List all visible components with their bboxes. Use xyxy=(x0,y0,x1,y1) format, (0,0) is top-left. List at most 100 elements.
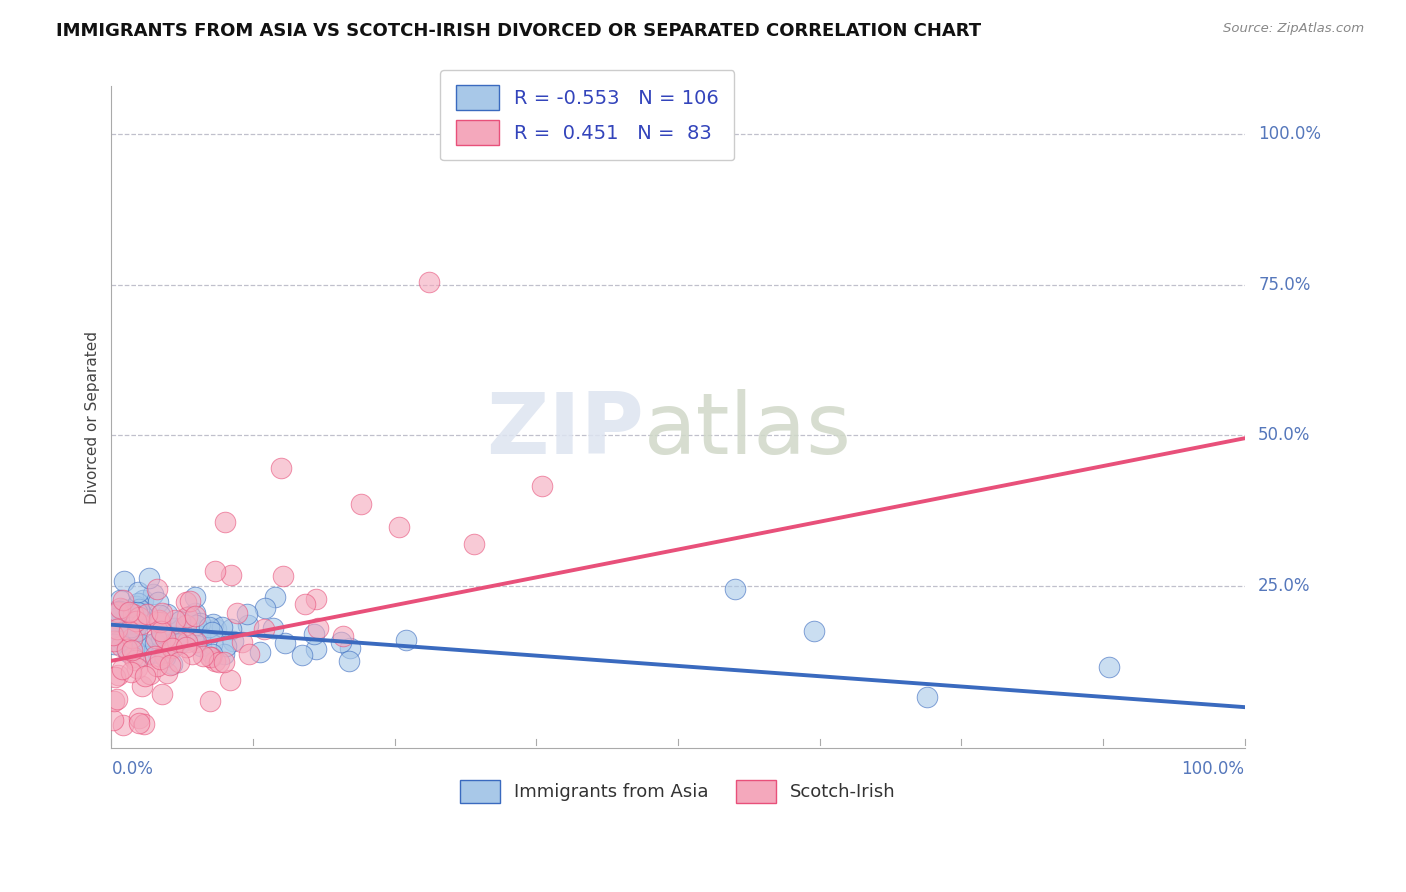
Point xyxy=(291,648,314,663)
Point xyxy=(249,644,271,658)
Point xyxy=(186,617,208,632)
Point xyxy=(120,620,142,634)
Point xyxy=(105,607,128,621)
Point xyxy=(108,600,131,615)
Point xyxy=(124,652,146,666)
Point xyxy=(463,536,485,550)
Point xyxy=(263,590,285,604)
Point xyxy=(122,607,145,622)
Point xyxy=(803,624,825,638)
Point xyxy=(200,650,222,665)
Point xyxy=(329,635,352,649)
Point xyxy=(395,632,418,647)
Text: 100.0%: 100.0% xyxy=(1258,126,1322,144)
Point xyxy=(179,593,201,607)
Point xyxy=(118,624,141,638)
Point xyxy=(307,621,329,635)
Point xyxy=(131,679,153,693)
Point xyxy=(122,615,145,630)
Point xyxy=(127,596,149,610)
Point xyxy=(125,605,148,619)
Point xyxy=(107,605,129,619)
Point xyxy=(143,635,166,649)
Point xyxy=(148,613,170,627)
Point xyxy=(124,627,146,641)
Point xyxy=(107,605,129,619)
Point xyxy=(191,649,214,664)
Point xyxy=(155,632,177,646)
Point xyxy=(145,631,167,645)
Text: 0.0%: 0.0% xyxy=(111,760,153,778)
Point xyxy=(125,619,148,633)
Point xyxy=(115,640,138,655)
Point xyxy=(104,670,127,684)
Point xyxy=(160,641,183,656)
Point xyxy=(121,637,143,651)
Point xyxy=(204,654,226,668)
Point xyxy=(136,607,159,621)
Point xyxy=(132,593,155,607)
Point xyxy=(125,624,148,638)
Point xyxy=(305,642,328,657)
Point xyxy=(201,647,224,661)
Point xyxy=(253,600,276,615)
Point xyxy=(134,649,156,664)
Point xyxy=(150,631,173,645)
Point xyxy=(208,655,231,669)
Point xyxy=(184,590,207,604)
Point xyxy=(1098,660,1121,674)
Point xyxy=(114,613,136,627)
Point xyxy=(174,617,197,632)
Text: Source: ZipAtlas.com: Source: ZipAtlas.com xyxy=(1223,22,1364,36)
Text: 100.0%: 100.0% xyxy=(1181,760,1244,778)
Point xyxy=(179,609,201,624)
Point xyxy=(125,617,148,632)
Point xyxy=(111,609,134,624)
Point xyxy=(162,657,184,671)
Point xyxy=(153,645,176,659)
Point xyxy=(131,638,153,652)
Point xyxy=(124,623,146,637)
Point xyxy=(294,598,316,612)
Point xyxy=(184,607,207,621)
Point xyxy=(418,275,440,289)
Point xyxy=(238,648,260,662)
Point xyxy=(114,614,136,628)
Point xyxy=(104,627,127,641)
Point xyxy=(146,659,169,673)
Point xyxy=(150,624,173,638)
Point xyxy=(150,687,173,701)
Point xyxy=(155,649,177,664)
Text: IMMIGRANTS FROM ASIA VS SCOTCH-IRISH DIVORCED OR SEPARATED CORRELATION CHART: IMMIGRANTS FROM ASIA VS SCOTCH-IRISH DIV… xyxy=(56,22,981,40)
Point xyxy=(166,637,188,651)
Point xyxy=(156,666,179,681)
Point xyxy=(128,715,150,730)
Point xyxy=(184,635,207,649)
Legend: Immigrants from Asia, Scotch-Irish: Immigrants from Asia, Scotch-Irish xyxy=(451,771,905,812)
Point xyxy=(122,641,145,656)
Point xyxy=(339,640,361,655)
Point xyxy=(204,564,226,578)
Point xyxy=(103,607,125,622)
Point xyxy=(917,690,939,704)
Point xyxy=(120,665,142,679)
Point xyxy=(531,479,554,493)
Point xyxy=(122,650,145,665)
Point xyxy=(201,616,224,631)
Point xyxy=(219,673,242,688)
Point xyxy=(112,593,135,607)
Point xyxy=(271,569,294,583)
Point xyxy=(104,622,127,636)
Point xyxy=(174,640,197,654)
Point xyxy=(118,605,141,619)
Point xyxy=(134,716,156,731)
Point xyxy=(305,591,328,606)
Point xyxy=(108,633,131,648)
Point xyxy=(350,497,373,511)
Point xyxy=(104,618,127,632)
Point xyxy=(127,585,149,599)
Point xyxy=(176,635,198,649)
Point xyxy=(205,622,228,636)
Point xyxy=(212,647,235,661)
Point xyxy=(139,667,162,681)
